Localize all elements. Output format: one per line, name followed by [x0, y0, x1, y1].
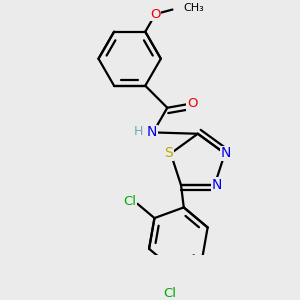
Text: N: N	[146, 125, 157, 140]
Text: O: O	[187, 97, 197, 110]
Text: Cl: Cl	[123, 195, 136, 208]
Text: CH₃: CH₃	[183, 3, 204, 13]
Text: Cl: Cl	[163, 287, 176, 300]
Text: H: H	[134, 124, 143, 138]
Text: N: N	[221, 146, 231, 161]
Text: S: S	[164, 146, 173, 161]
Text: N: N	[212, 178, 222, 192]
Text: O: O	[150, 8, 161, 21]
